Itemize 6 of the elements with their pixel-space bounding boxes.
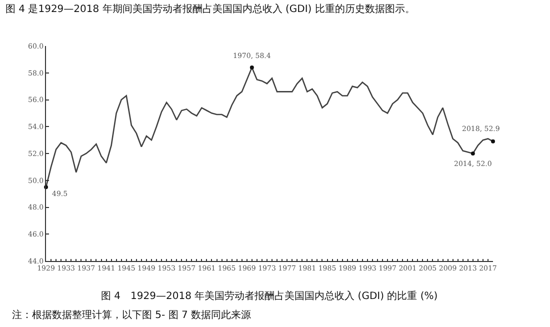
text: 注：根据数据整理计算，以下图 5- 图 7 数据同此来源 (12, 309, 252, 321)
point (470, 152, 475, 156)
chart-title: 图 4 是1929—2018 年期间美国劳动者报酬占美国国内总收入 (GDI) 比重的历史数据图示。 (6, 2, 415, 15)
point (250, 66, 254, 70)
point (491, 139, 495, 144)
caption: 图 4 1929—2018 年美国劳动者报酬占美国国内总收入 (GDI) 的比重 (%) (101, 290, 438, 302)
